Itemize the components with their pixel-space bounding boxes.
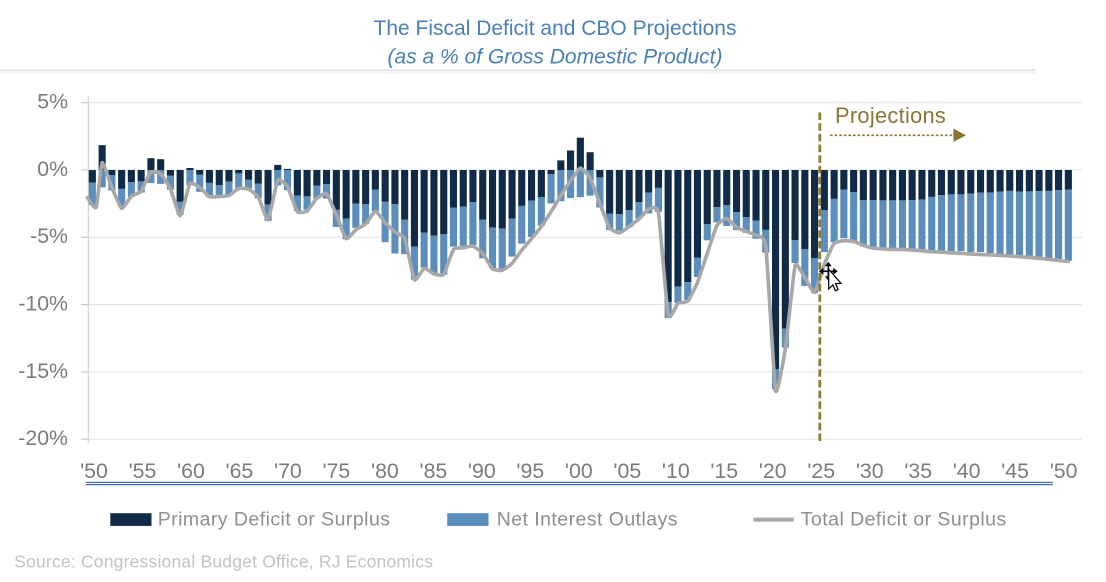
svg-text:'20: '20 bbox=[759, 459, 787, 483]
svg-text:'95: '95 bbox=[516, 459, 544, 483]
svg-text:'55: '55 bbox=[129, 459, 157, 483]
svg-text:-10%: -10% bbox=[18, 292, 68, 316]
svg-text:Primary Deficit or Surplus: Primary Deficit or Surplus bbox=[158, 509, 391, 531]
svg-text:'00: '00 bbox=[565, 459, 593, 483]
svg-text:-15%: -15% bbox=[18, 359, 68, 383]
svg-text:'30: '30 bbox=[856, 459, 884, 483]
svg-text:'25: '25 bbox=[807, 459, 835, 483]
svg-text:5%: 5% bbox=[37, 90, 68, 114]
svg-text:'70: '70 bbox=[274, 459, 302, 483]
svg-text:'65: '65 bbox=[226, 459, 254, 483]
svg-text:-5%: -5% bbox=[30, 224, 68, 248]
svg-text:Net Interest Outlays: Net Interest Outlays bbox=[497, 509, 678, 531]
svg-text:'35: '35 bbox=[904, 459, 932, 483]
svg-text:-20%: -20% bbox=[18, 426, 68, 450]
svg-text:'60: '60 bbox=[177, 459, 205, 483]
svg-text:Projections: Projections bbox=[835, 103, 946, 128]
svg-text:Total Deficit or Surplus: Total Deficit or Surplus bbox=[801, 509, 1007, 531]
svg-text:'80: '80 bbox=[371, 459, 399, 483]
svg-text:'50: '50 bbox=[1050, 459, 1078, 483]
svg-text:'40: '40 bbox=[953, 459, 981, 483]
svg-text:'10: '10 bbox=[662, 459, 690, 483]
svg-text:'45: '45 bbox=[1001, 459, 1029, 483]
svg-text:(as a % of Gross Domestic Prod: (as a % of Gross Domestic Product) bbox=[388, 46, 723, 69]
svg-text:Source: Congressional Budget O: Source: Congressional Budget Office, RJ … bbox=[14, 551, 433, 571]
svg-text:'85: '85 bbox=[420, 459, 448, 483]
svg-text:'05: '05 bbox=[613, 459, 641, 483]
svg-text:The Fiscal Deficit and CBO Pro: The Fiscal Deficit and CBO Projections bbox=[374, 17, 737, 40]
svg-text:'50: '50 bbox=[80, 459, 108, 483]
svg-text:'75: '75 bbox=[323, 459, 351, 483]
svg-text:0%: 0% bbox=[37, 157, 68, 181]
svg-text:'15: '15 bbox=[710, 459, 738, 483]
svg-text:'90: '90 bbox=[468, 459, 496, 483]
